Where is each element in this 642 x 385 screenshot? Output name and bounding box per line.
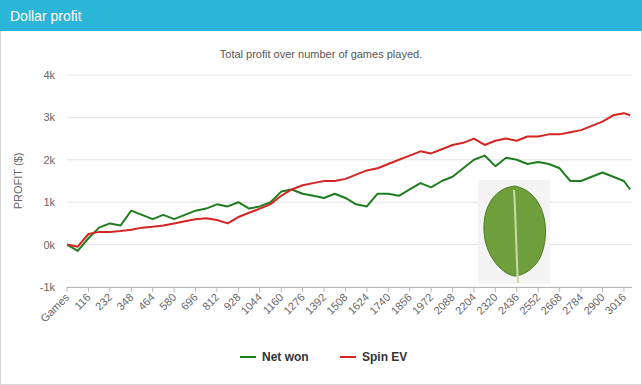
x-tick-label: 2552: [517, 291, 543, 317]
x-tick-label: 1624: [345, 291, 371, 317]
x-tick-label: 232: [93, 291, 114, 312]
x-tick-label: 2204: [453, 291, 479, 317]
x-tick: [67, 287, 68, 292]
x-tick: [538, 287, 539, 292]
x-tick-label: 580: [157, 291, 178, 312]
title: Dollar profit: [10, 8, 82, 24]
x-tick-label: 2088: [431, 291, 457, 317]
x-tick: [109, 287, 110, 292]
x-tick: [409, 287, 410, 292]
y-tick-label: 2k: [43, 154, 55, 166]
x-tick-label: 116: [72, 291, 93, 312]
leaf-image: [478, 180, 550, 284]
x-tick-label: 1856: [388, 291, 414, 317]
subtitle: Total profit over number of games played…: [220, 48, 422, 60]
x-tick: [516, 287, 517, 292]
x-axis-line: [67, 287, 632, 288]
chart: Dollar profit Total profit over number of…: [0, 0, 642, 385]
x-tick-label: Games: [38, 291, 72, 325]
x-tick: [238, 287, 239, 292]
x-tick: [345, 287, 346, 292]
header-bar: [0, 0, 642, 31]
x-tick: [259, 287, 260, 292]
y-tick-label: 3k: [43, 111, 55, 123]
legend-swatch: [340, 356, 356, 358]
legend-swatch: [240, 356, 256, 358]
x-tick-label: 2668: [538, 291, 564, 317]
legend-label: Spin EV: [362, 350, 407, 364]
x-tick: [131, 287, 132, 292]
x-tick-label: 1972: [410, 291, 436, 317]
x-tick-label: 2900: [581, 291, 607, 317]
x-tick: [324, 287, 325, 292]
x-tick: [431, 287, 432, 292]
leaf-background: [478, 180, 550, 284]
x-tick-label: 1392: [303, 291, 329, 317]
x-tick: [495, 287, 496, 292]
x-tick-label: 348: [114, 291, 135, 312]
x-tick: [216, 287, 217, 292]
x-tick-label: 1160: [260, 291, 285, 316]
x-tick: [581, 287, 582, 292]
grid-line: [67, 75, 632, 76]
x-tick: [152, 287, 153, 292]
y-tick-label: 4k: [43, 69, 55, 81]
x-tick: [452, 287, 453, 292]
x-tick-label: 1044: [238, 291, 264, 317]
y-tick-label: 0k: [43, 239, 55, 251]
grid-line: [67, 159, 632, 160]
x-tick: [602, 287, 603, 292]
x-tick-label: 696: [178, 291, 199, 312]
x-tick-label: 2784: [560, 291, 586, 317]
y-tick-label: -1k: [40, 281, 56, 293]
x-tick: [302, 287, 303, 292]
grid-line: [67, 287, 632, 288]
y-tick-label: 1k: [43, 196, 55, 208]
x-tick-label: 2320: [474, 291, 500, 317]
legend-label: Net won: [262, 350, 309, 364]
panel: [1, 1, 642, 385]
x-tick: [559, 287, 560, 292]
grid-line: [67, 117, 632, 118]
x-tick-label: 3016: [602, 291, 628, 317]
x-tick-label: 2436: [495, 291, 521, 317]
x-tick: [174, 287, 175, 292]
x-tick: [281, 287, 282, 292]
legend: Net won Spin EV: [240, 350, 407, 364]
y-axis-label: PROFIT ($): [12, 153, 24, 210]
x-tick: [473, 287, 474, 292]
x-tick: [195, 287, 196, 292]
x-tick: [388, 287, 389, 292]
x-tick: [623, 287, 624, 292]
x-tick-label: 812: [200, 291, 221, 312]
x-tick: [366, 287, 367, 292]
x-tick-label: 1508: [324, 291, 350, 317]
x-tick-label: 1276: [281, 291, 307, 317]
x-tick: [88, 287, 89, 292]
x-tick-label: 1740: [367, 291, 393, 317]
x-tick-label: 464: [136, 291, 157, 312]
leaf-vein: [514, 190, 518, 283]
